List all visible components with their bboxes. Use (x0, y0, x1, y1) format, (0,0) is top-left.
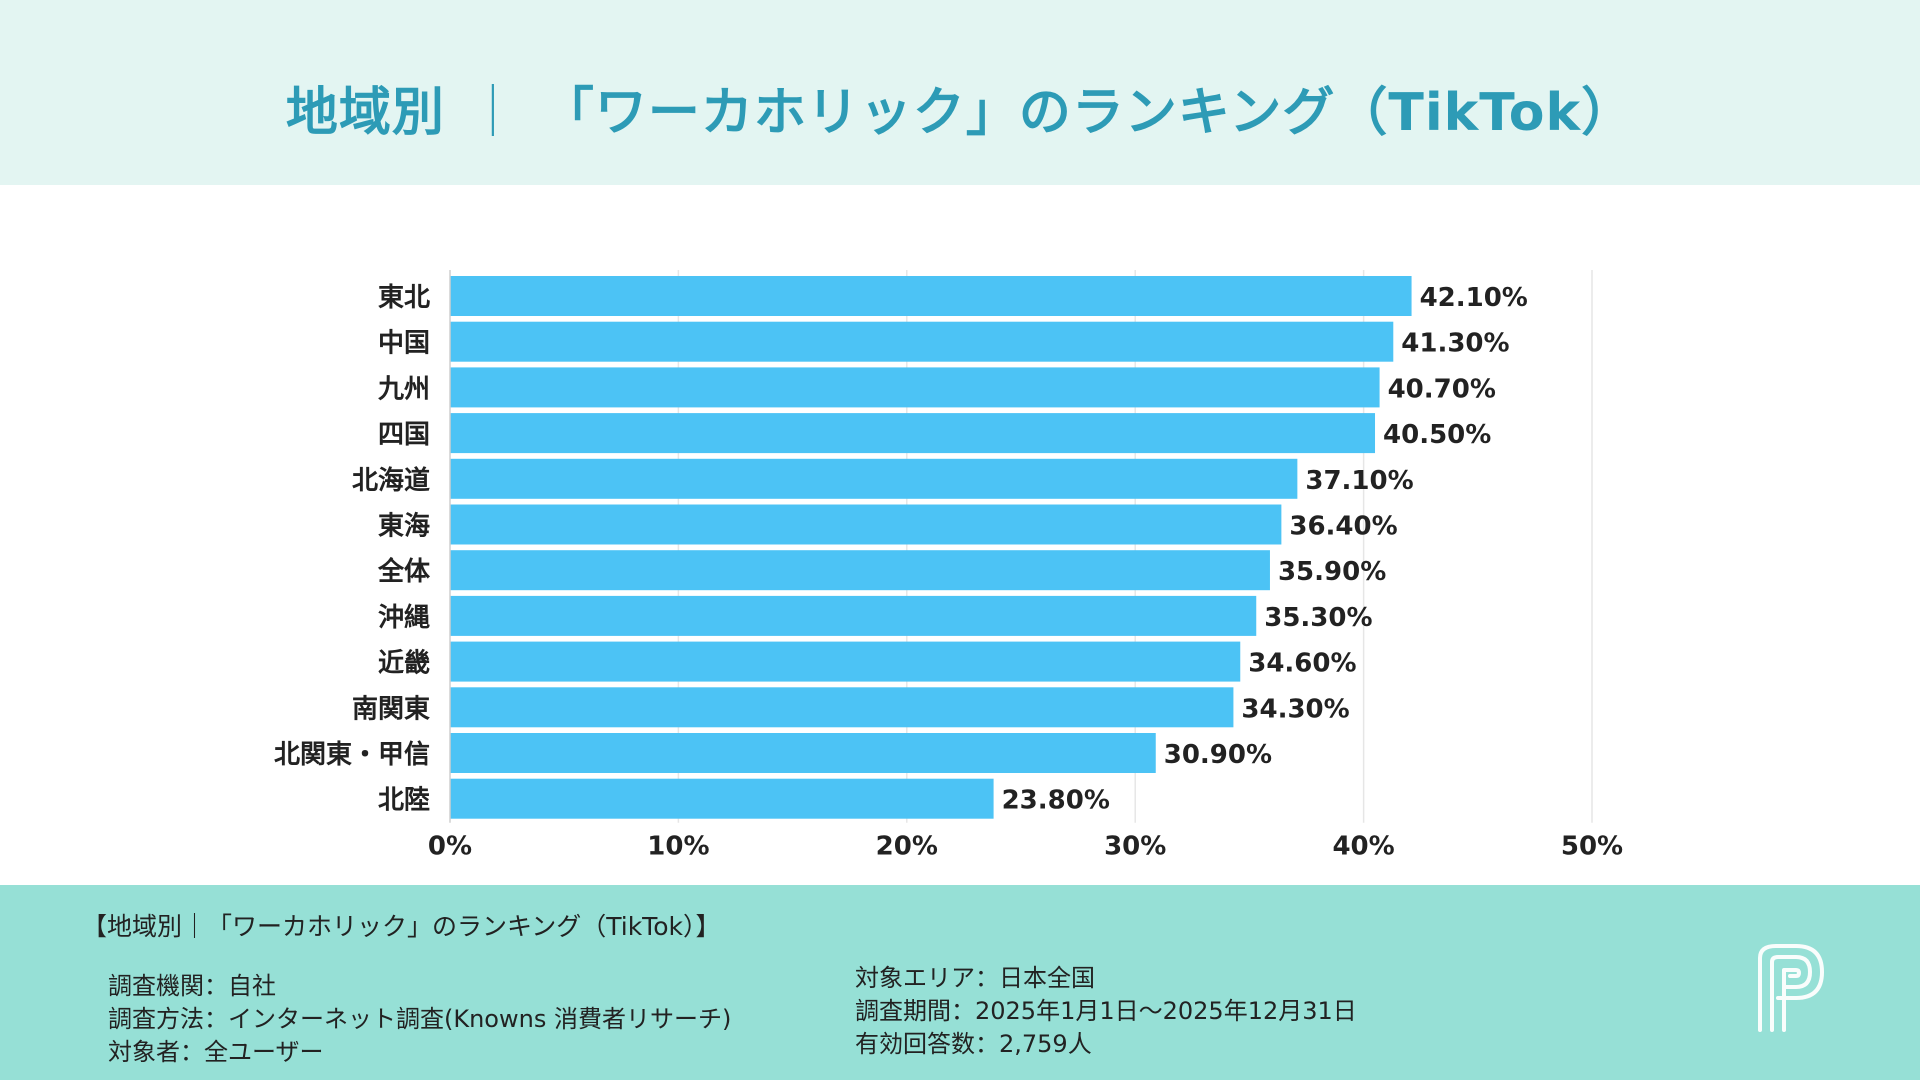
x-tick-label: 50% (1561, 832, 1623, 862)
title-main: 「ワーカホリック」のランキング（TikTok） (541, 83, 1635, 143)
meta-period: 調査期間：2025年1月1日〜2025年12月31日 (855, 997, 1357, 1025)
bar (450, 367, 1380, 408)
footer-title: 【地域別｜「ワーカホリック」のランキング（TikTok）】 (82, 912, 721, 941)
brand-p-logo-icon (1758, 944, 1824, 1032)
data-label: 30.90% (1164, 740, 1272, 770)
title-separator: ｜ (466, 83, 520, 143)
data-label: 40.70% (1388, 374, 1496, 404)
bar (450, 276, 1412, 316)
data-label: 23.80% (1002, 786, 1110, 816)
category-label: 四国 (378, 420, 430, 450)
category-label: 沖縄 (378, 603, 430, 633)
meta-method: 調査方法：インターネット調査(Knowns 消費者リサーチ) (108, 1005, 732, 1033)
meta-responses: 有効回答数：2,759人 (855, 1030, 1092, 1058)
bar (450, 641, 1241, 682)
data-label: 37.10% (1305, 466, 1413, 496)
category-label: 北関東・甲信 (274, 740, 430, 770)
category-label: 全体 (377, 556, 431, 587)
data-label: 35.90% (1278, 557, 1386, 587)
bar (450, 778, 994, 819)
category-label: 北海道 (352, 465, 430, 496)
x-tick-label: 20% (876, 832, 938, 862)
data-label: 40.50% (1383, 420, 1491, 450)
category-label: 南関東 (352, 694, 430, 724)
header-band (0, 0, 1920, 185)
data-label: 35.30% (1264, 603, 1372, 633)
x-tick-label: 0% (428, 832, 472, 862)
bar (450, 733, 1156, 773)
meta-org: 調査機関：自社 (108, 972, 276, 1000)
page-title: 地域別 ｜ 「ワーカホリック」のランキング（TikTok） (0, 60, 1920, 155)
bar (450, 321, 1394, 362)
category-label: 北陸 (378, 786, 430, 816)
bar (450, 413, 1376, 454)
data-label: 42.10% (1420, 283, 1528, 313)
footer-band: 【地域別｜「ワーカホリック」のランキング（TikTok）】 調査機関：自社 調査… (0, 885, 1920, 1080)
data-label: 34.60% (1248, 649, 1356, 679)
survey-meta-left: 調査機関：自社 調査方法：インターネット調査(Knowns 消費者リサーチ) 対… (108, 970, 731, 1069)
category-label: 東海 (378, 512, 430, 542)
bar (450, 550, 1270, 591)
meta-area: 対象エリア：日本全国 (855, 964, 1095, 992)
meta-target: 対象者：全ユーザー (108, 1038, 324, 1066)
survey-meta-right: 対象エリア：日本全国 調査期間：2025年1月1日〜2025年12月31日 有効… (855, 962, 1357, 1061)
category-label: 九州 (377, 374, 430, 404)
category-label: 中国 (378, 329, 430, 359)
category-label: 近畿 (378, 649, 430, 679)
bar (450, 595, 1257, 636)
bar (450, 687, 1234, 728)
category-label: 東北 (378, 283, 430, 313)
data-label: 34.30% (1241, 694, 1349, 724)
bar (450, 504, 1282, 545)
x-tick-label: 30% (1104, 832, 1166, 862)
data-label: 36.40% (1289, 512, 1397, 542)
data-label: 41.30% (1401, 329, 1509, 359)
x-tick-label: 10% (647, 832, 709, 862)
bar-chart: 東北 42.10% 中国 41.30% 九州 40.70% 四国 40.50% 北海道 37.10… (274, 270, 1623, 862)
title-region: 地域別 (285, 83, 445, 143)
x-tick-label: 40% (1332, 832, 1394, 862)
bar (450, 458, 1298, 499)
